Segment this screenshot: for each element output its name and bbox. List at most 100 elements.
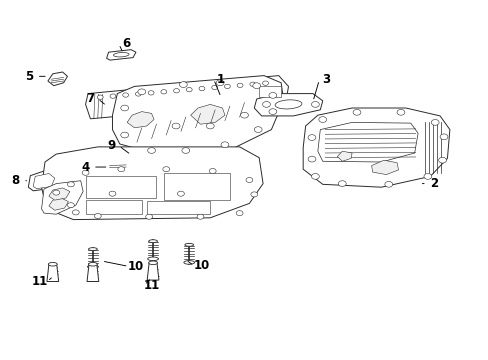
Polygon shape bbox=[107, 163, 129, 173]
Circle shape bbox=[209, 168, 216, 174]
Circle shape bbox=[307, 156, 315, 162]
Text: 3: 3 bbox=[322, 73, 330, 86]
Circle shape bbox=[53, 190, 60, 195]
Circle shape bbox=[197, 214, 203, 219]
Circle shape bbox=[268, 109, 276, 114]
Circle shape bbox=[179, 82, 187, 87]
Circle shape bbox=[307, 135, 315, 140]
Ellipse shape bbox=[275, 100, 301, 109]
Circle shape bbox=[135, 92, 141, 96]
Circle shape bbox=[118, 167, 124, 172]
Circle shape bbox=[352, 109, 360, 115]
Ellipse shape bbox=[184, 243, 193, 246]
Circle shape bbox=[311, 102, 319, 107]
Circle shape bbox=[161, 90, 166, 94]
Circle shape bbox=[438, 157, 446, 163]
Circle shape bbox=[163, 167, 169, 172]
Polygon shape bbox=[303, 108, 449, 187]
Circle shape bbox=[177, 191, 184, 196]
Circle shape bbox=[72, 210, 79, 215]
Polygon shape bbox=[337, 151, 351, 161]
Ellipse shape bbox=[148, 261, 157, 265]
Polygon shape bbox=[49, 188, 70, 200]
Circle shape bbox=[254, 127, 262, 132]
Circle shape bbox=[250, 192, 257, 197]
Circle shape bbox=[199, 86, 204, 91]
Circle shape bbox=[221, 142, 228, 148]
Polygon shape bbox=[254, 94, 322, 116]
Polygon shape bbox=[147, 263, 159, 280]
Circle shape bbox=[216, 80, 224, 86]
Polygon shape bbox=[317, 122, 417, 162]
Text: 8: 8 bbox=[12, 174, 20, 187]
Circle shape bbox=[249, 82, 255, 86]
Ellipse shape bbox=[88, 248, 97, 251]
Polygon shape bbox=[41, 147, 263, 220]
Circle shape bbox=[182, 148, 189, 153]
Circle shape bbox=[110, 94, 116, 98]
Circle shape bbox=[138, 89, 145, 95]
Circle shape bbox=[311, 174, 319, 179]
Polygon shape bbox=[146, 201, 210, 214]
Circle shape bbox=[121, 105, 128, 111]
Polygon shape bbox=[127, 112, 154, 128]
Polygon shape bbox=[190, 104, 224, 124]
Polygon shape bbox=[41, 181, 83, 214]
Text: 2: 2 bbox=[429, 177, 437, 190]
Circle shape bbox=[186, 87, 192, 92]
Ellipse shape bbox=[113, 53, 129, 57]
Polygon shape bbox=[85, 200, 142, 214]
Circle shape bbox=[206, 123, 214, 129]
Polygon shape bbox=[87, 264, 99, 282]
Circle shape bbox=[173, 89, 179, 93]
Circle shape bbox=[318, 117, 326, 122]
Polygon shape bbox=[85, 176, 156, 198]
Circle shape bbox=[430, 120, 438, 125]
Text: 4: 4 bbox=[81, 161, 89, 174]
Circle shape bbox=[240, 112, 248, 118]
Text: 7: 7 bbox=[86, 92, 94, 105]
Polygon shape bbox=[47, 264, 59, 282]
Ellipse shape bbox=[148, 240, 157, 243]
Circle shape bbox=[262, 102, 270, 107]
Ellipse shape bbox=[88, 262, 97, 266]
Text: 11: 11 bbox=[143, 279, 160, 292]
Circle shape bbox=[237, 83, 243, 87]
Circle shape bbox=[224, 84, 230, 89]
Circle shape bbox=[67, 203, 74, 208]
Text: 9: 9 bbox=[107, 139, 115, 152]
Ellipse shape bbox=[87, 265, 98, 269]
Circle shape bbox=[423, 174, 431, 179]
Ellipse shape bbox=[147, 257, 158, 261]
Polygon shape bbox=[259, 86, 281, 97]
Circle shape bbox=[94, 213, 101, 219]
Polygon shape bbox=[49, 198, 68, 210]
Polygon shape bbox=[48, 72, 67, 86]
Polygon shape bbox=[33, 174, 55, 189]
Circle shape bbox=[262, 81, 268, 85]
Text: 1: 1 bbox=[217, 73, 224, 86]
Polygon shape bbox=[371, 160, 398, 175]
Circle shape bbox=[396, 109, 404, 115]
Circle shape bbox=[384, 181, 392, 187]
Ellipse shape bbox=[48, 262, 57, 266]
Circle shape bbox=[211, 85, 217, 90]
Text: 11: 11 bbox=[32, 275, 48, 288]
Ellipse shape bbox=[183, 261, 194, 264]
Circle shape bbox=[145, 214, 152, 219]
Circle shape bbox=[439, 134, 447, 140]
Circle shape bbox=[121, 132, 128, 138]
Polygon shape bbox=[112, 76, 283, 157]
Polygon shape bbox=[163, 173, 229, 200]
Polygon shape bbox=[28, 171, 59, 191]
Circle shape bbox=[338, 181, 346, 186]
Circle shape bbox=[148, 91, 154, 95]
Polygon shape bbox=[85, 76, 288, 119]
Text: 10: 10 bbox=[127, 260, 144, 273]
Circle shape bbox=[172, 123, 180, 129]
Text: 6: 6 bbox=[122, 37, 130, 50]
Circle shape bbox=[109, 191, 116, 196]
Circle shape bbox=[82, 170, 89, 175]
Circle shape bbox=[97, 95, 103, 99]
Circle shape bbox=[236, 211, 243, 216]
